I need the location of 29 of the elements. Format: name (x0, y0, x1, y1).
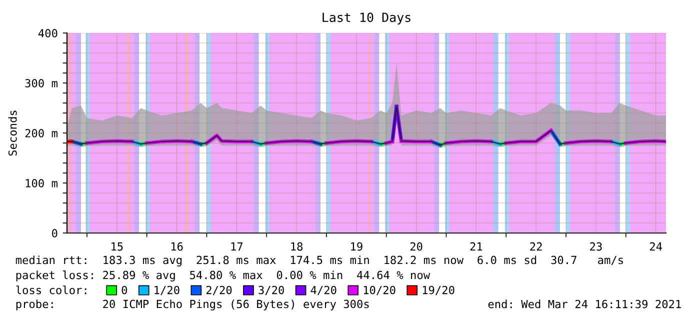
legend-label: 3/20 (258, 286, 284, 296)
x-tick-label: 23 (590, 242, 602, 251)
chart-title: Last 10 Days (322, 12, 410, 24)
legend-label: 19/20 (422, 286, 454, 296)
y-tick-label: 200 m (25, 129, 58, 138)
text: packet loss: 25.89 % avg 54.80 % max 0.00 % min 44.64 % now (16, 270, 430, 282)
legend-label: 10/20 (364, 286, 396, 296)
x-tick-label: 19 (351, 242, 362, 251)
text: probe: 20 ICMP Echo Pings (56 Bytes) every 300s (16, 300, 369, 310)
x-tick-label: 16 (171, 242, 183, 251)
x-tick-label: 24 (650, 242, 662, 251)
legend-label: 0 (122, 286, 128, 294)
x-tick-label: 17 (231, 242, 243, 251)
text: median rtt: 183.3 ms avg 251.8 ms max 174.5 ms min 182.2 ms now 6.0 ms sd 30.7 am/s (16, 256, 623, 266)
y-tick-label: 100 m (26, 179, 58, 188)
legend-label: 2/20 (206, 286, 232, 296)
legend-title: loss color: (16, 286, 86, 294)
x-tick-label: 15 (112, 242, 123, 251)
x-tick-label: 22 (530, 242, 542, 251)
y-tick-label: 400 (38, 29, 58, 38)
x-tick-label: 18 (291, 242, 303, 251)
x-tick-label: 21 (470, 242, 482, 251)
y-tick-label: 0 (52, 229, 58, 238)
text: end: Wed Mar 24 16:11:39 2021 (488, 300, 681, 308)
y-axis-title: Seconds (8, 110, 17, 156)
legend-label: 4/20 (310, 286, 336, 296)
y-tick-label: 300 m (25, 79, 58, 88)
legend-label: 1/20 (154, 286, 180, 296)
x-tick-label: 20 (410, 242, 422, 251)
